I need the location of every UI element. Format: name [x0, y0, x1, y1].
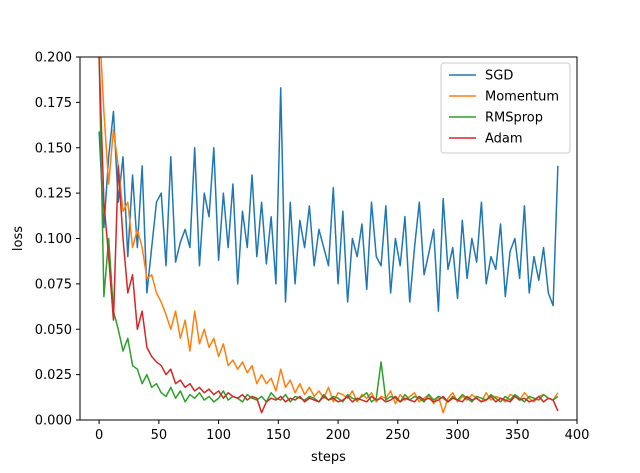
x-tick-label: 400	[565, 428, 590, 443]
x-axis-title: steps	[311, 450, 346, 465]
y-axis-ticks: 0.000 0.025 0.050 0.075 0.100 0.125 0.150 0.175…	[35, 51, 80, 429]
legend: SGD Momentum RMSprop Adam	[440, 62, 571, 154]
y-tick-label: 0.200	[35, 51, 72, 66]
y-tick-label: 0.025	[35, 368, 72, 383]
legend-label-momentum: Momentum	[485, 90, 559, 105]
series-line-adam	[98, 57, 559, 414]
y-tick-label: 0.150	[35, 141, 72, 156]
x-tick-label: 100	[206, 428, 231, 443]
y-tick-label: 0.125	[35, 187, 72, 202]
x-tick-label: 300	[445, 428, 470, 443]
legend-box	[440, 62, 571, 154]
x-axis-ticks: 0 50 100 150 200 250 300 350 400	[95, 420, 589, 443]
x-tick-label: 50	[151, 428, 168, 443]
x-tick-label: 0	[95, 428, 103, 443]
y-tick-label: 0.050	[35, 323, 72, 338]
legend-label-rmsprop: RMSprop	[485, 111, 543, 126]
y-tick-label: 0.100	[35, 232, 72, 247]
legend-label-sgd: SGD	[485, 69, 513, 84]
y-tick-label: 0.000	[35, 414, 72, 429]
y-axis-title: loss	[11, 226, 26, 251]
plot-lines	[98, 57, 559, 414]
y-tick-label: 0.075	[35, 277, 72, 292]
x-tick-label: 150	[266, 428, 291, 443]
y-tick-label: 0.175	[35, 96, 72, 111]
series-line-sgd	[98, 87, 559, 312]
legend-label-adam: Adam	[485, 132, 523, 147]
x-tick-label: 250	[385, 428, 410, 443]
x-tick-label: 200	[326, 428, 351, 443]
x-tick-label: 350	[505, 428, 530, 443]
